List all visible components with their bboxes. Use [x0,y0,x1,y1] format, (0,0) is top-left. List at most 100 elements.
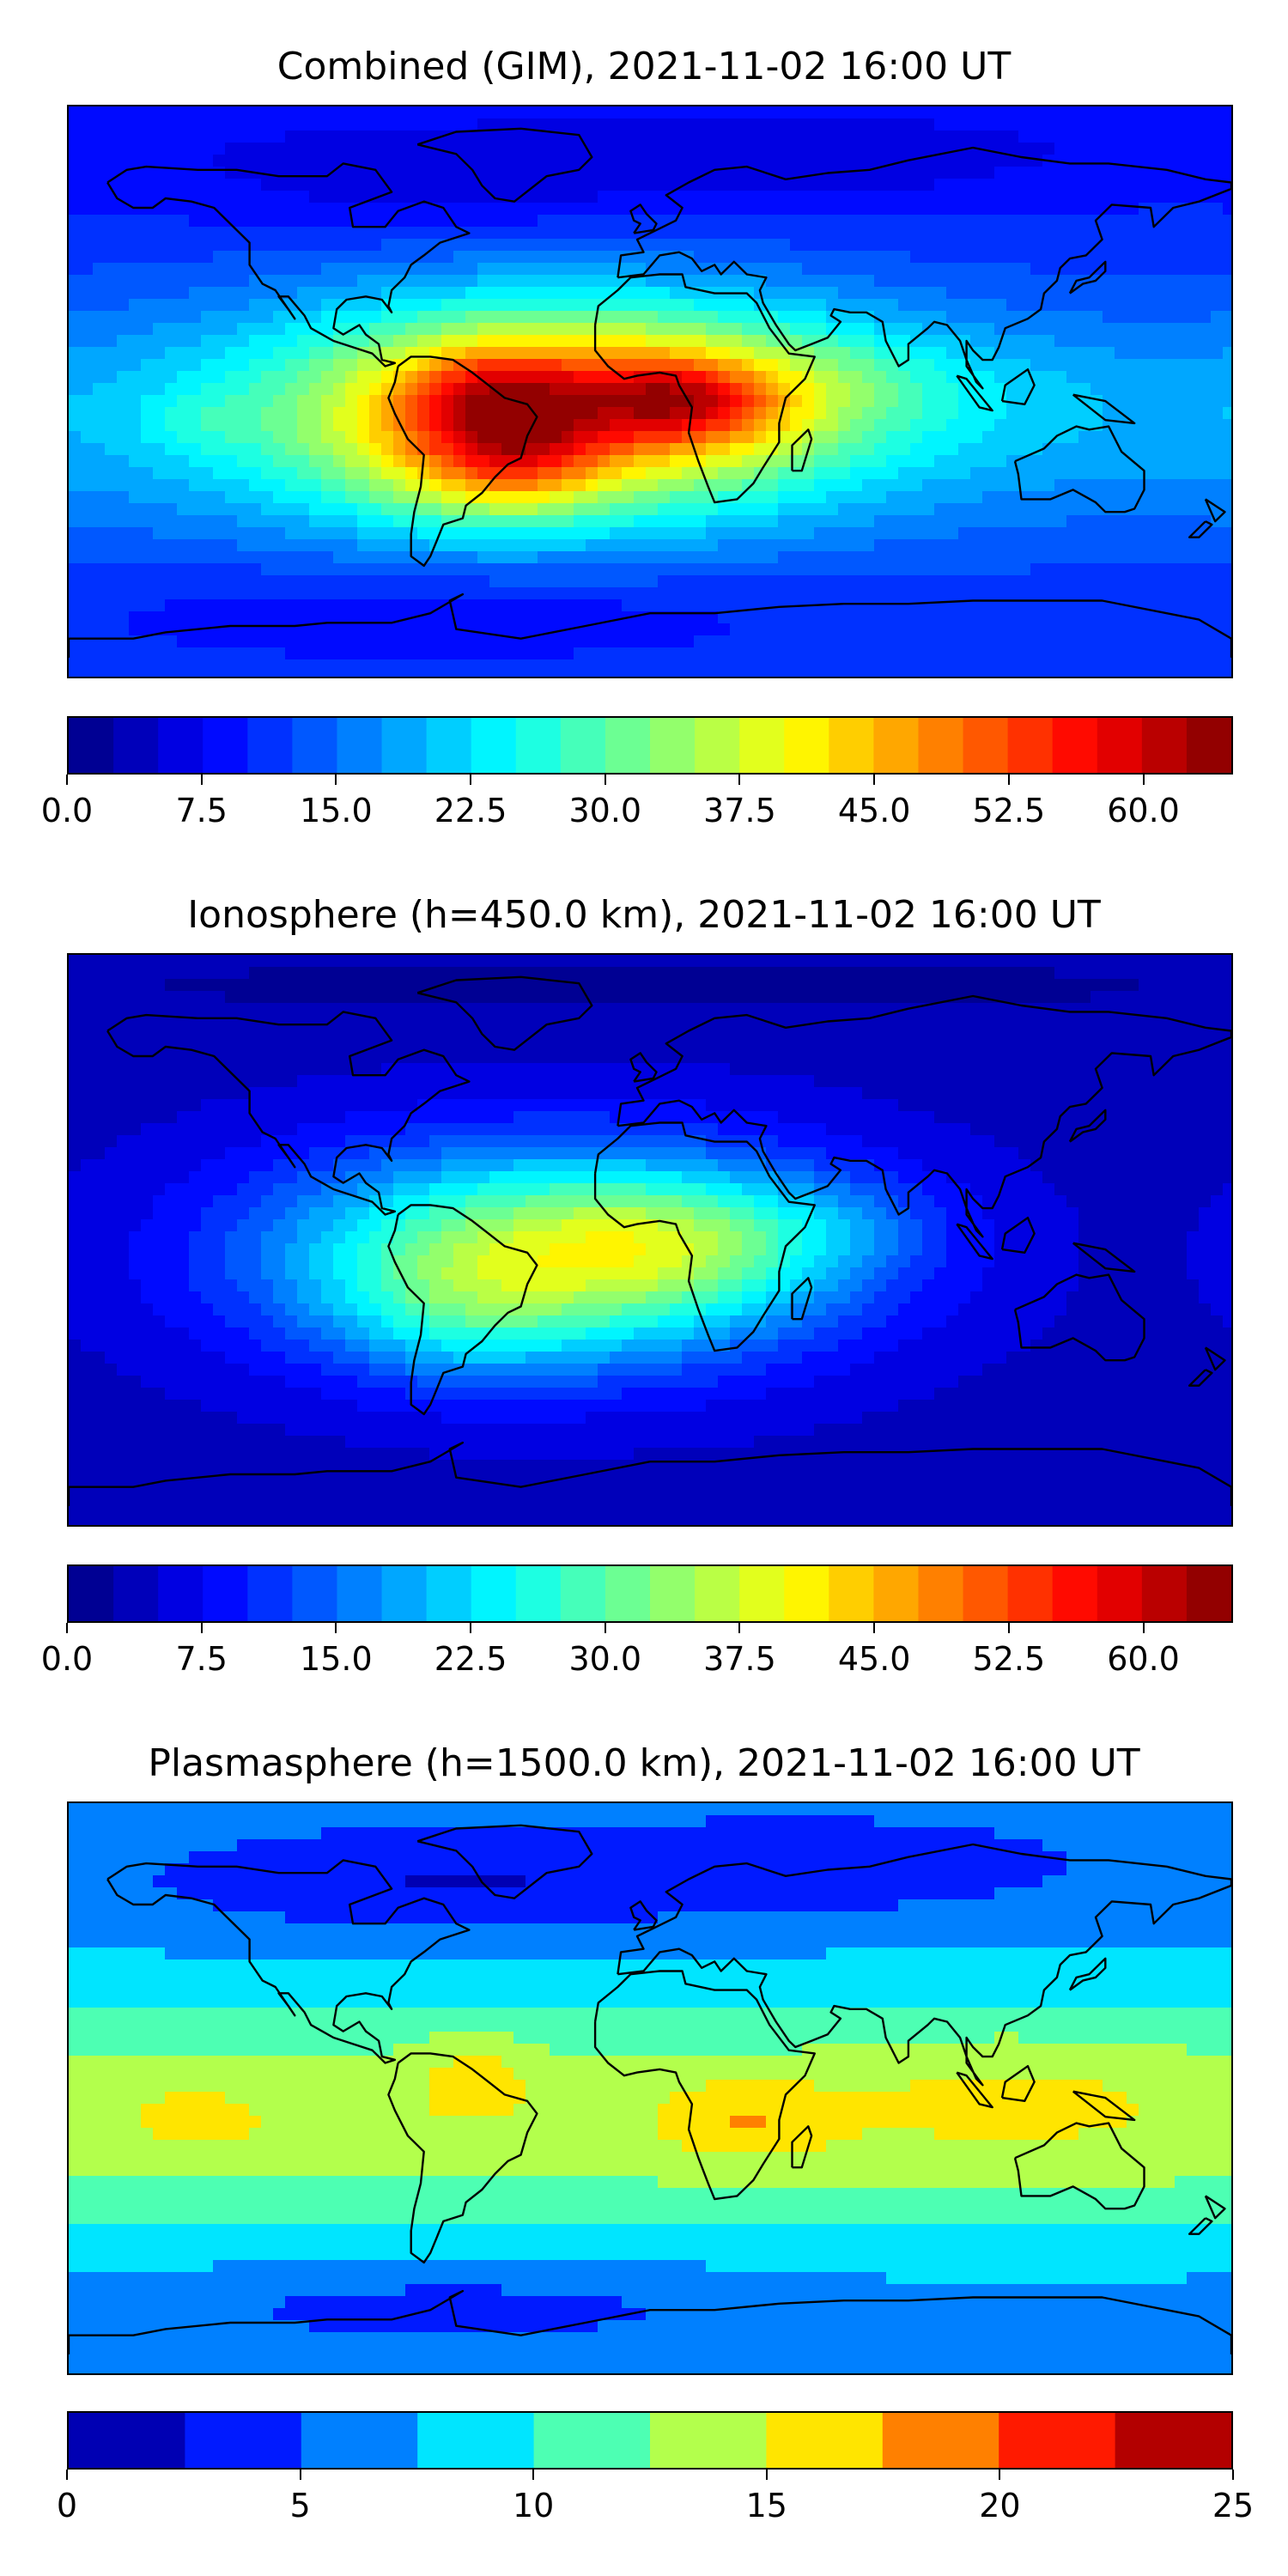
colorbar-tick-label: 60.0 [1107,1640,1180,1678]
colorbar-level [381,1566,428,1621]
coastline [791,428,813,472]
colorbar-tick [999,2470,1001,2480]
colorbar-tick [604,775,606,785]
colorbar-level [605,718,651,773]
colorbar-tick-label: 22.5 [434,792,507,829]
coastline [956,2071,993,2109]
colorbar-level [426,1566,472,1621]
colorbar-level [1007,718,1054,773]
coastline [629,1900,658,1931]
coastline [956,374,993,412]
colorbar-tick [1142,1623,1145,1633]
colorbar-tick [66,1623,68,1633]
colorbar-tick [873,775,876,785]
coastline [416,1824,593,1899]
colorbar-level [882,2413,999,2468]
colorbar-tick-label: 7.5 [175,792,228,829]
coastline [1204,2195,1226,2220]
panel-title: Combined (GIM), 2021-11-02 16:00 UT [276,45,1012,88]
coastline [416,127,593,203]
colorbar-tick [66,775,68,785]
colorbar-level [650,2413,767,2468]
filled-contours [69,106,1231,677]
colorbar-tick-label: 15.0 [300,792,373,829]
colorbar-level [337,718,383,773]
coastlines [69,975,1231,1506]
colorbar-tick [470,775,472,785]
colorbar-plasmasphere [67,2411,1233,2470]
colorbar-tick [66,2470,68,2480]
colorbar-tick [1007,775,1010,785]
colorbar-tick-label: 45.0 [837,1640,911,1678]
colorbar-combined [67,716,1233,775]
colorbar-level [1052,1566,1098,1621]
colorbar-level [784,718,829,773]
colorbar-tick [1232,2470,1234,2480]
colorbar-tick [738,775,741,785]
coastline [1000,2065,1036,2102]
colorbar-ticks: 0 5 10 15 20 25 [57,2470,1254,2524]
coastline [69,1441,1231,1506]
colorbar-tick-label: 52.5 [972,1640,1046,1678]
colorbar-tick-label: 52.5 [972,792,1046,829]
map-plot [69,106,1231,677]
colorbar-level [158,1566,204,1621]
coastline [387,355,538,568]
coastline [1204,1346,1226,1371]
colorbar-level [1097,1566,1143,1621]
colorbar-level [695,1566,740,1621]
coastline [617,146,1231,390]
coastline [106,162,471,368]
coastline [1188,2217,1213,2235]
coastline [69,2289,1231,2354]
colorbar-level [337,1566,383,1621]
colorbar-tick-label: 30.0 [568,792,642,829]
colorbar-level [426,718,472,773]
colorbar-level [650,718,696,773]
colorbar-tick-label: 25 [1212,2487,1255,2524]
colorbar-level [650,1566,696,1621]
map-ionosphere [67,953,1233,1527]
colorbar-level [560,718,606,773]
coastline [416,975,593,1051]
coastline [387,1204,538,1416]
colorbar-level [784,1566,829,1621]
colorbar-swatches [69,718,1231,773]
map-combined [67,105,1233,678]
colorbar-level [247,718,293,773]
coastline [106,1859,471,2064]
colorbar-tick [532,2470,535,2480]
colorbar-level [829,1566,874,1621]
colorbar-ticks: 0.0 7.5 15.0 22.5 30.0 37.5 45.0 52.5 60.0 [41,775,1233,829]
colorbar-tick-label: 45.0 [837,792,911,829]
colorbar-level [113,718,159,773]
colorbar-level [185,2413,302,2468]
panel-title: Ionosphere (h=450.0 km), 2021-11-02 16:0… [187,893,1101,937]
colorbar-level [69,2413,185,2468]
coastline [956,1223,993,1261]
coastline [106,1011,471,1216]
colorbar-level [739,1566,785,1621]
colorbar-tick-label: 7.5 [175,1640,228,1678]
colorbar-tick-label: 37.5 [703,1640,776,1678]
coastline [593,1970,816,2201]
coastline [1072,393,1136,425]
colorbar-swatches [69,2413,1231,2468]
colorbar-level [1007,1566,1054,1621]
coastline [1000,1217,1036,1254]
colorbar-tick-label: 30.0 [568,1640,642,1678]
colorbar-tick-label: 15.0 [300,1640,373,1678]
colorbar-level [533,2413,651,2468]
panel-title: Plasmasphere (h=1500.0 km), 2021-11-02 1… [148,1741,1140,1785]
colorbar-level [381,718,428,773]
colorbar-level [963,718,1009,773]
colorbar-tick-label: 5 [289,2487,311,2524]
colorbar-tick-label: 37.5 [703,792,776,829]
map-plasmasphere [67,1801,1233,2375]
coastline [1072,2090,1136,2122]
colorbar-tick [738,1623,741,1633]
map-plot [69,1803,1231,2373]
coastline [1013,2122,1145,2210]
coastline [791,2125,813,2169]
colorbar-tick-label: 22.5 [434,1640,507,1678]
